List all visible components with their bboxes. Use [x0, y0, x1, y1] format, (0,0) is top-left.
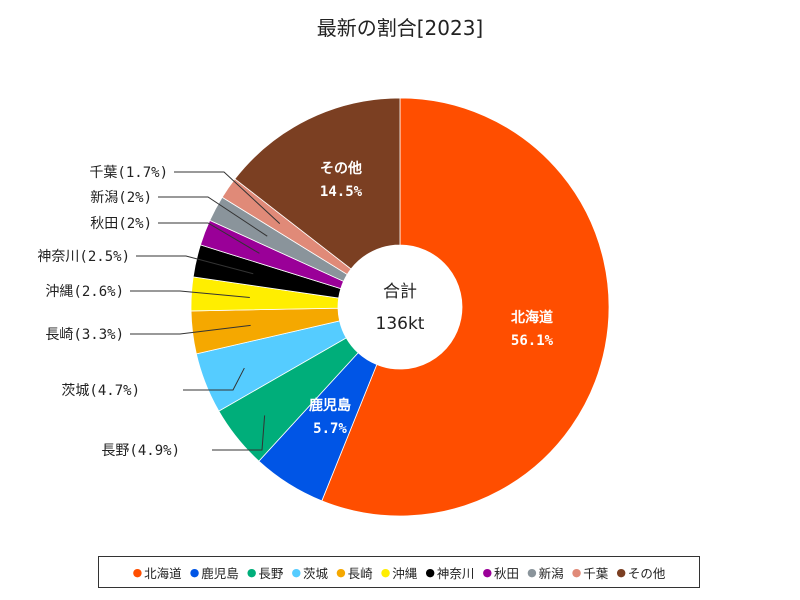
- legend-label: 北海道: [144, 565, 182, 581]
- leader-line: [212, 415, 266, 451]
- legend-marker-icon: ●: [246, 565, 257, 579]
- legend-label: 長野: [258, 565, 284, 581]
- chart-title: 最新の割合[2023]: [316, 16, 484, 40]
- legend-item: ● 神奈川: [425, 563, 474, 582]
- legend: ● 北海道 ● 鹿児島 ● 長野 ● 茨城 ● 長崎 ● 沖縄 ● 神奈川 ● 秋田 ● 新潟 ● 千葉 ● その他: [98, 556, 700, 588]
- leader-line: [174, 171, 281, 224]
- legend-marker-icon: ●: [132, 565, 143, 579]
- legend-item: ● 茨城: [291, 563, 328, 582]
- legend-marker-icon: ●: [527, 565, 537, 579]
- legend-label: 鹿児島: [201, 565, 239, 581]
- slice-その他: [234, 97, 401, 270]
- legend-marker-icon: ●: [291, 565, 302, 579]
- leader-line: [183, 367, 245, 391]
- center-label-total: 136kt: [376, 314, 425, 334]
- leader-line: [158, 222, 260, 254]
- legend-item: ● 千葉: [572, 563, 609, 582]
- legend-item: ● 新潟: [527, 563, 564, 582]
- slice-label-value: 5.7%: [313, 421, 347, 437]
- legend-item: ● 沖縄: [381, 563, 418, 582]
- slice-label-outside: 千葉(1.7%): [89, 165, 168, 181]
- legend-item: ● 長野: [247, 563, 284, 582]
- legend-label: 茨城: [303, 565, 329, 581]
- legend-marker-icon: ●: [616, 565, 626, 579]
- slice-label-outside: 茨城(4.7%): [61, 383, 140, 399]
- legend-item: ● 北海道: [133, 563, 182, 582]
- slice-label-name: 鹿児島: [308, 397, 351, 414]
- slice-label-outside: 長野(4.9%): [101, 443, 180, 459]
- leader-line: [136, 255, 254, 275]
- leader-line: [130, 290, 250, 299]
- legend-marker-icon: ●: [336, 565, 346, 579]
- slice-label-outside: 新潟(2%): [90, 190, 152, 206]
- leader-line: [158, 196, 268, 237]
- legend-label: 新潟: [538, 565, 564, 581]
- slice-label-value: 14.5%: [320, 184, 363, 200]
- legend-label: その他: [627, 565, 666, 581]
- slice-label-outside: 長崎(3.3%): [45, 327, 124, 343]
- slice-label-name: その他: [320, 160, 362, 177]
- slice-label-outside: 秋田(2%): [90, 216, 152, 232]
- legend-label: 長崎: [347, 565, 373, 581]
- legend-marker-icon: ●: [482, 565, 493, 579]
- legend-label: 秋田: [494, 565, 520, 581]
- slice-label-name: 北海道: [511, 309, 553, 326]
- legend-marker-icon: ●: [571, 565, 582, 579]
- legend-label: 沖縄: [392, 565, 418, 581]
- slice-北海道: [321, 97, 610, 517]
- legend-item: ● 秋田: [482, 563, 519, 582]
- legend-label: 千葉: [583, 565, 609, 581]
- legend-marker-icon: ●: [189, 565, 200, 579]
- legend-marker-icon: ●: [380, 565, 391, 579]
- legend-marker-icon: ●: [425, 565, 435, 579]
- center-label-title: 合計: [383, 282, 417, 302]
- legend-label: 神奈川: [436, 565, 475, 581]
- slice-label-outside: 沖縄(2.6%): [45, 284, 124, 300]
- legend-item: ● 鹿児島: [190, 563, 239, 582]
- legend-item: ● その他: [616, 563, 665, 582]
- leader-line: [130, 324, 251, 335]
- legend-item: ● 長崎: [336, 563, 373, 582]
- slice-label-value: 56.1%: [511, 333, 554, 349]
- slice-label-outside: 神奈川(2.5%): [37, 249, 130, 265]
